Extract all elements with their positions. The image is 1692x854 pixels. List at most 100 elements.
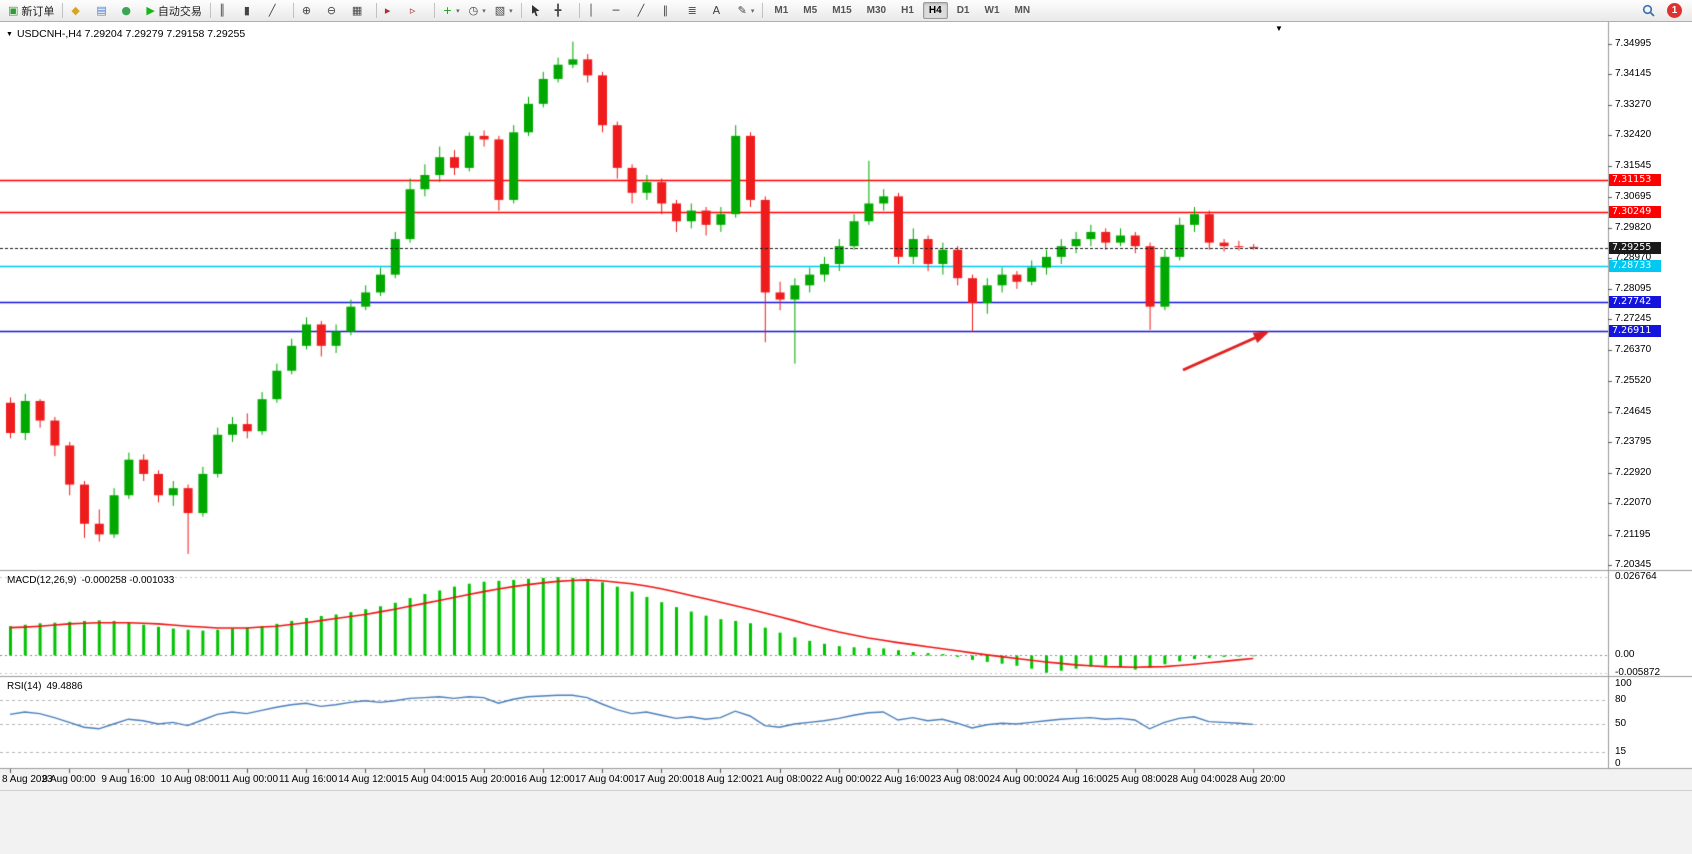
x-axis-label: 9 Aug 00:00 <box>42 774 96 785</box>
auto-trading-button[interactable]: ▶ 自动交易 <box>142 1 205 21</box>
market-watch-icon: ◆ <box>71 3 80 17</box>
equidistant-channel-button[interactable]: ∥ <box>659 1 683 21</box>
candlestick-icon: ▮ <box>243 3 250 17</box>
cursor-icon <box>530 4 541 17</box>
navigator-button[interactable]: ● <box>117 1 141 21</box>
tile-windows-icon: ▦ <box>351 3 363 17</box>
new-order-icon: ▣ <box>8 3 19 17</box>
x-axis-label: 21 Aug 08:00 <box>752 774 812 785</box>
rsi-name: RSI(14) <box>7 681 42 692</box>
fibonacci-button[interactable]: ≣ <box>684 1 708 21</box>
timeframe-button-m15[interactable]: M15 <box>832 5 852 16</box>
rsi-value: 49.4886 <box>46 681 83 692</box>
periods-button[interactable]: ◷ ▾ <box>465 1 490 21</box>
y-axis-tick: 7.33270 <box>1615 98 1652 110</box>
zoom-out-button[interactable]: ⊖ <box>323 1 347 21</box>
template-icon: ▧ <box>494 3 506 17</box>
line-chart-icon: ╱ <box>268 3 276 17</box>
vertical-line-button[interactable]: │ <box>584 1 608 21</box>
line-chart-button[interactable]: ╱ <box>265 1 289 21</box>
horizontal-line-icon: ─ <box>612 3 620 17</box>
chevron-down-icon: ▾ <box>456 7 460 15</box>
resistance-line-badge[interactable]: 7.31153 <box>1609 174 1661 187</box>
chart-shift-button[interactable]: ▹ <box>406 1 430 21</box>
y-axis-tick: 7.31545 <box>1615 160 1652 172</box>
price-chart-canvas[interactable] <box>0 22 1692 790</box>
arrows-button[interactable]: ✎ ▾ <box>734 1 759 21</box>
text-label-button[interactable]: A <box>709 1 733 21</box>
notification-badge[interactable]: 1 <box>1667 3 1682 18</box>
x-axis-label: 23 Aug 08:00 <box>930 774 990 785</box>
chart-window: ▼ USDCNH-,H4 7.29204 7.29279 7.29158 7.29… <box>0 22 1692 790</box>
zoom-in-button[interactable]: ⊕ <box>298 1 322 21</box>
candlestick-chart-button[interactable]: ▮ <box>240 1 264 21</box>
y-axis-tick: 7.20345 <box>1615 558 1652 570</box>
timeframe-button-mn[interactable]: MN <box>1014 5 1031 16</box>
cursor-button[interactable] <box>526 1 550 21</box>
auto-scroll-button[interactable]: ▸ <box>381 1 405 21</box>
indicators-button[interactable]: + ▾ <box>439 1 464 21</box>
x-axis-label: 18 Aug 12:00 <box>693 774 753 785</box>
macd-name: MACD(12,26,9) <box>7 575 77 586</box>
new-order-button-label: 新订单 <box>21 5 55 18</box>
resistance-line-badge[interactable]: 7.30249 <box>1609 206 1661 219</box>
toolbar-separator <box>578 3 580 18</box>
support-line-badge[interactable]: 7.27742 <box>1609 295 1661 308</box>
chart-menu-icon[interactable]: ▼ <box>6 31 13 38</box>
current-price-badge[interactable]: 7.29255 <box>1609 241 1661 254</box>
support-line-badge[interactable]: 7.28733 <box>1609 260 1661 273</box>
zoom-in-icon: ⊕ <box>301 3 312 17</box>
new-order-button[interactable]: ▣ 新订单 <box>4 1 58 21</box>
vertical-line-icon: │ <box>587 3 595 17</box>
rsi-indicator-label: RSI(14) 49.4886 <box>7 681 83 692</box>
y-axis-tick: 7.22070 <box>1615 497 1652 509</box>
y-axis-tick: 7.26370 <box>1615 344 1652 356</box>
x-axis-label: 22 Aug 00:00 <box>811 774 871 785</box>
y-axis-tick: 7.28095 <box>1615 283 1652 295</box>
trendline-button[interactable]: ╱ <box>634 1 658 21</box>
chart-ohlc-quote: 7.29204 7.29279 7.29158 7.29255 <box>84 28 246 40</box>
timeframe-button-m5[interactable]: M5 <box>803 5 818 16</box>
trendline-icon: ╱ <box>637 3 645 17</box>
crosshair-button[interactable]: ╋ <box>551 1 575 21</box>
horizontal-line-button[interactable]: ─ <box>609 1 633 21</box>
support-line-badge[interactable]: 7.26911 <box>1609 325 1661 338</box>
x-axis-label: 22 Aug 16:00 <box>871 774 930 785</box>
x-axis-label: 17 Aug 04:00 <box>575 774 634 785</box>
timeframe-button-w1[interactable]: W1 <box>984 5 1000 16</box>
x-axis-label: 17 Aug 20:00 <box>634 774 694 785</box>
auto-scroll-icon: ▸ <box>384 3 391 17</box>
x-axis-label: 16 Aug 12:00 <box>515 774 575 785</box>
arrow-annotation[interactable] <box>1178 325 1278 377</box>
channel-icon: ∥ <box>662 3 669 17</box>
market-watch-button[interactable]: ◆ <box>67 1 91 21</box>
bar-chart-icon: ║ <box>218 3 226 17</box>
timeframe-button-d1[interactable]: D1 <box>956 5 970 16</box>
toolbar-separator <box>433 3 435 18</box>
x-axis-label: 11 Aug 00:00 <box>219 774 278 785</box>
timeframe-button-m30[interactable]: M30 <box>866 5 887 16</box>
y-axis-tick: 7.27245 <box>1615 313 1652 325</box>
timeframe-button-h4[interactable]: H4 <box>922 2 948 19</box>
tile-windows-button[interactable]: ▦ <box>348 1 372 21</box>
indicators-plus-icon: + <box>442 3 453 17</box>
data-window-button[interactable]: ▤ <box>92 1 116 21</box>
y-axis-tick: 7.24645 <box>1615 405 1652 417</box>
toolbar-separator <box>375 3 377 18</box>
x-axis-label: 10 Aug 08:00 <box>160 774 220 785</box>
rsi-axis-label: 0 <box>1615 758 1621 769</box>
chart-symbol-period: USDCNH-,H4 <box>16 28 82 40</box>
price-axis[interactable]: 7.34995 7.34145 7.33270 7.32420 7.31545 7.306… <box>1608 22 1692 769</box>
y-axis-tick: 7.34995 <box>1615 37 1652 49</box>
templates-button[interactable]: ▧ ▾ <box>491 1 517 21</box>
timeframe-button-h1[interactable]: H1 <box>901 5 914 16</box>
search-button[interactable] <box>1638 1 1662 21</box>
bar-chart-button[interactable]: ║ <box>215 1 239 21</box>
chart-shift-marker-icon[interactable]: ▼ <box>1275 24 1283 33</box>
macd-values: -0.000258 -0.001033 <box>81 575 175 586</box>
fibonacci-icon: ≣ <box>687 3 697 17</box>
time-axis[interactable]: 8 Aug 2023 9 Aug 00:00 9 Aug 16:00 10 Aug 0… <box>0 768 1608 790</box>
x-axis-label: 25 Aug 08:00 <box>1107 774 1167 785</box>
timeframe-button-m1[interactable]: M1 <box>774 5 789 16</box>
toolbar-separator <box>209 3 211 18</box>
